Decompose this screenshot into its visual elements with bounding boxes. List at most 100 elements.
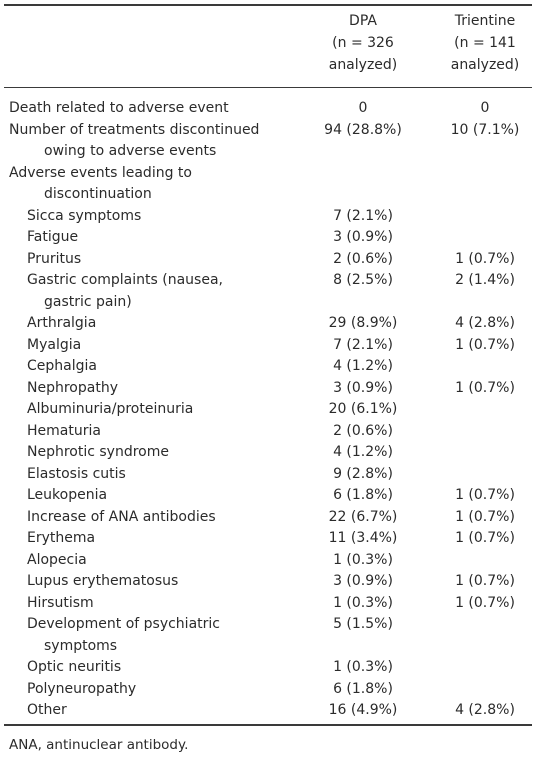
cell-dpa: 4 (1.2%) — [333, 358, 393, 374]
cell-dpa: 29 (8.9%) — [328, 315, 398, 331]
table-row: Arthralgia 29 (8.9%) 4 (2.8%) — [0, 313, 536, 335]
table-row: discontinuation — [0, 184, 536, 206]
row-label: Nephrotic syndrome — [27, 444, 169, 460]
cell-dpa: 22 (6.7%) — [328, 508, 398, 525]
row-label: gastric pain) — [44, 293, 132, 310]
table-row: Optic neuritis 1 (0.3%) — [0, 657, 536, 679]
table-row: Pruritus 2 (0.6%) 1 (0.7%) — [0, 249, 536, 271]
cell-dpa: 1 (0.3%) — [333, 659, 393, 675]
cell-dpa: 5 (1.5%) — [333, 616, 393, 632]
column-header-dpa-line: DPA — [349, 13, 377, 29]
row-label: Nephropathy — [27, 379, 118, 396]
column-header-trientine-line: analyzed) — [450, 57, 520, 73]
cell-dpa: 94 (28.8%) — [324, 121, 402, 138]
table-row: Nephropathy 3 (0.9%) 1 (0.7%) — [0, 378, 536, 400]
row-label: Number of treatments discontinued — [9, 121, 260, 138]
cell-dpa: 16 (4.9%) — [328, 702, 398, 718]
table-row: owing to adverse events — [0, 141, 536, 163]
cell-dpa: 0 — [358, 100, 368, 116]
row-label: Albuminuria/proteinuria — [27, 401, 194, 417]
table-row: Leukopenia 6 (1.8%) 1 (0.7%) — [0, 485, 536, 507]
table-row: Erythema 11 (3.4%) 1 (0.7%) — [0, 528, 536, 550]
table-header-rule — [4, 87, 532, 88]
table-row: Alopecia 1 (0.3%) — [0, 550, 536, 572]
table-row: Adverse events leading to — [0, 163, 536, 185]
cell-dpa: 9 (2.8%) — [333, 465, 393, 482]
cell-dpa: 6 (1.8%) — [333, 680, 393, 697]
row-label: Leukopenia — [27, 487, 108, 503]
table-row: Albuminuria/proteinuria 20 (6.1%) — [0, 399, 536, 421]
cell-dpa: 3 (0.9%) — [333, 573, 393, 589]
cell-trientine: 4 (2.8%) — [455, 315, 515, 331]
cell-dpa: 8 (2.5%) — [333, 272, 393, 288]
table-top-rule — [4, 4, 532, 6]
cell-dpa: 7 (2.1%) — [333, 207, 393, 224]
row-label: Polyneuropathy — [27, 680, 137, 697]
row-label: Hirsutism — [27, 594, 94, 611]
table-row: Increase of ANA antibodies 22 (6.7%) 1 (0.… — [0, 507, 536, 529]
row-label: Gastric complaints (nausea, — [27, 272, 223, 288]
table-row: Death related to adverse event 0 0 — [0, 98, 536, 120]
row-label: Increase of ANA antibodies — [27, 508, 216, 525]
row-label: Sicca symptoms — [27, 207, 142, 224]
row-label: Alopecia — [27, 551, 87, 568]
cell-trientine: 10 (7.1%) — [450, 121, 520, 138]
row-label: Death related to adverse event — [9, 100, 229, 116]
column-header-dpa: DPA (n = 326 analyzed) — [318, 10, 408, 76]
column-header-trientine: Trientine (n = 141 analyzed) — [440, 10, 530, 76]
table-row: Number of treatments discontinued 94 (28.… — [0, 120, 536, 142]
cell-trientine: 1 (0.7%) — [455, 336, 515, 353]
cell-dpa: 3 (0.9%) — [333, 229, 393, 245]
cell-dpa: 2 (0.6%) — [333, 250, 393, 267]
table-row: Myalgia 7 (2.1%) 1 (0.7%) — [0, 335, 536, 357]
table-row: symptoms — [0, 636, 536, 658]
table-row: gastric pain) — [0, 292, 536, 314]
row-label: Erythema — [27, 530, 96, 546]
row-label: discontinuation — [44, 186, 152, 202]
row-label: Development of psychiatric — [27, 616, 220, 632]
table-row: Polyneuropathy 6 (1.8%) — [0, 679, 536, 701]
cell-trientine: 0 — [480, 100, 490, 116]
column-header-dpa-line: (n = 326 — [332, 35, 394, 51]
row-label: Myalgia — [27, 336, 82, 353]
row-label: Hematuria — [27, 422, 101, 439]
table-row: Cephalgia 4 (1.2%) — [0, 356, 536, 378]
row-label: Other — [27, 702, 67, 718]
cell-trientine: 1 (0.7%) — [455, 594, 515, 611]
table-row: Hematuria 2 (0.6%) — [0, 421, 536, 443]
row-label: Fatigue — [27, 229, 79, 245]
table-row: Gastric complaints (nausea, 8 (2.5%) 2 (1.… — [0, 270, 536, 292]
cell-trientine: 1 (0.7%) — [455, 379, 515, 396]
row-label: Adverse events leading to — [9, 164, 192, 181]
cell-trientine: 1 (0.7%) — [455, 250, 515, 267]
cell-dpa: 2 (0.6%) — [333, 422, 393, 439]
row-label: Lupus erythematosus — [27, 573, 179, 589]
row-label: Optic neuritis — [27, 659, 122, 675]
cell-dpa: 6 (1.8%) — [333, 487, 393, 503]
row-label: Arthralgia — [27, 315, 97, 331]
table-row: Hirsutism 1 (0.3%) 1 (0.7%) — [0, 593, 536, 615]
column-header-dpa-line: analyzed) — [328, 57, 398, 73]
table-row: Sicca symptoms 7 (2.1%) — [0, 206, 536, 228]
cell-dpa: 4 (1.2%) — [333, 444, 393, 460]
cell-dpa: 20 (6.1%) — [328, 401, 398, 417]
table-row: Development of psychiatric 5 (1.5%) — [0, 614, 536, 636]
row-label: Pruritus — [27, 250, 82, 267]
column-header-trientine-line: (n = 141 — [454, 35, 516, 51]
table-row: Nephrotic syndrome 4 (1.2%) — [0, 442, 536, 464]
row-label: symptoms — [44, 637, 118, 654]
row-label: Elastosis cutis — [27, 465, 126, 482]
cell-dpa: 3 (0.9%) — [333, 379, 393, 396]
cell-dpa: 1 (0.3%) — [333, 551, 393, 568]
table-bottom-rule — [4, 724, 532, 726]
table-row: Elastosis cutis 9 (2.8%) — [0, 464, 536, 486]
cell-dpa: 7 (2.1%) — [333, 336, 393, 353]
cell-trientine: 1 (0.7%) — [455, 508, 515, 525]
cell-dpa: 11 (3.4%) — [328, 530, 398, 546]
table-footnote: ANA, antinuclear antibody. — [9, 737, 189, 753]
cell-trientine: 1 (0.7%) — [455, 573, 515, 589]
cell-trientine: 2 (1.4%) — [455, 272, 515, 288]
table-row: Lupus erythematosus 3 (0.9%) 1 (0.7%) — [0, 571, 536, 593]
cell-trientine: 1 (0.7%) — [455, 487, 515, 503]
